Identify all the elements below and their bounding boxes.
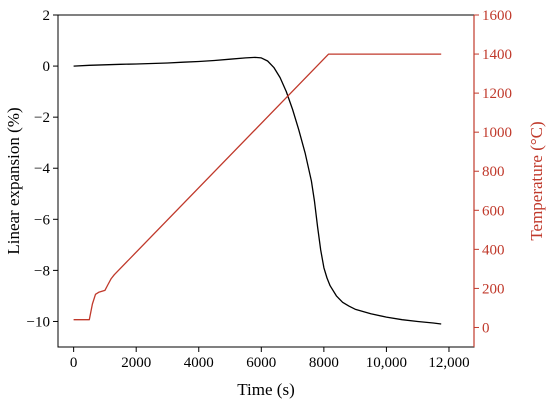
x-tick-label: 10,000 — [366, 355, 407, 371]
right-tick-label: 600 — [482, 203, 505, 219]
left-tick-label: −4 — [34, 161, 50, 177]
temperature-line — [73, 53, 442, 321]
x-tick-label: 6000 — [246, 355, 276, 371]
right-tick-label: 1400 — [482, 47, 512, 63]
right-tick-label: 1000 — [482, 125, 512, 141]
linear-expansion-line — [73, 56, 442, 325]
x-tick-label: 0 — [70, 355, 78, 371]
right-tick-label: 800 — [482, 164, 505, 180]
right-tick-label: 200 — [482, 281, 505, 297]
left-axis-title: Linear expansion (%) — [4, 107, 23, 254]
series-layer — [73, 53, 442, 325]
x-tick-label: 12,000 — [428, 355, 469, 371]
x-tick-label: 2000 — [121, 355, 151, 371]
x-axis-ticks: 0 2000 4000 6000 8000 10,000 12,000 — [70, 347, 470, 371]
right-axis-title: Temperature (°C) — [527, 121, 546, 240]
x-tick-label: 4000 — [184, 355, 214, 371]
left-axis-ticks: −10 −8 −6 −4 −2 0 2 — [27, 8, 58, 330]
left-tick-label: −6 — [34, 212, 50, 228]
x-axis-title: Time (s) — [237, 380, 294, 399]
left-tick-label: 2 — [43, 8, 51, 24]
left-tick-label: 0 — [43, 59, 51, 75]
left-tick-label: −10 — [27, 314, 50, 330]
right-tick-label: 400 — [482, 242, 505, 258]
left-tick-label: −2 — [34, 110, 50, 126]
right-axis-ticks: 0 200 400 600 800 1000 1200 1400 1600 — [474, 8, 512, 336]
x-tick-label: 8000 — [309, 355, 339, 371]
right-tick-label: 1200 — [482, 86, 512, 102]
right-tick-label: 1600 — [482, 8, 512, 24]
left-tick-label: −8 — [34, 263, 50, 279]
right-tick-label: 0 — [482, 320, 490, 336]
